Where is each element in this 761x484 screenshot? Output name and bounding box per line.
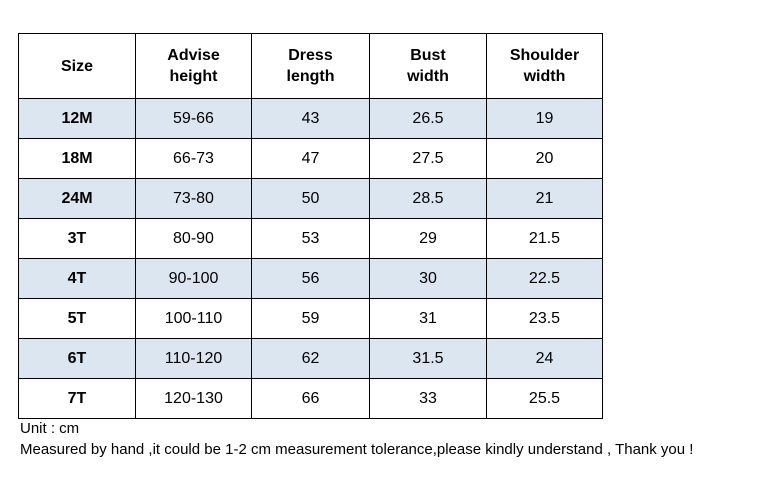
value-cell: 23.5: [486, 298, 603, 339]
header-cell: Size: [18, 33, 136, 99]
size-cell: 5T: [18, 298, 136, 339]
value-cell: 59: [251, 298, 370, 339]
size-cell: 3T: [18, 218, 136, 259]
value-cell: 33: [369, 378, 487, 419]
table-row: 3T 80-90 53 29 21.5: [18, 218, 603, 259]
value-cell: 110-120: [135, 338, 252, 379]
value-cell: 73-80: [135, 178, 252, 219]
value-cell: 80-90: [135, 218, 252, 259]
value-cell: 62: [251, 338, 370, 379]
value-cell: 28.5: [369, 178, 487, 219]
value-cell: 31: [369, 298, 487, 339]
value-cell: 100-110: [135, 298, 252, 339]
size-cell: 24M: [18, 178, 136, 219]
size-cell: 4T: [18, 258, 136, 299]
header-text: Size: [60, 57, 93, 75]
size-cell: 18M: [18, 138, 136, 179]
table-row: 4T 90-100 56 30 22.5: [18, 258, 603, 299]
value-cell: 20: [486, 138, 603, 179]
value-cell: 47: [251, 138, 370, 179]
value-cell: 50: [251, 178, 370, 219]
table-row: 24M 73-80 50 28.5 21: [18, 178, 603, 219]
table-row: 6T 110-120 62 31.5 24: [18, 338, 603, 379]
value-cell: 25.5: [486, 378, 603, 419]
table-row: 12M 59-66 43 26.5 19: [18, 98, 603, 139]
table-row: 18M 66-73 47 27.5 20: [18, 138, 603, 179]
value-cell: 21.5: [486, 218, 603, 259]
value-cell: 66-73: [135, 138, 252, 179]
value-cell: 21: [486, 178, 603, 219]
tolerance-note: Measured by hand ,it could be 1-2 cm mea…: [20, 441, 694, 458]
header-cell: Shoulder width: [486, 33, 603, 99]
value-cell: 26.5: [369, 98, 487, 139]
unit-note: Unit : cm: [20, 420, 80, 437]
value-cell: 31.5: [369, 338, 487, 379]
value-cell: 24: [486, 338, 603, 379]
value-cell: 90-100: [135, 258, 252, 299]
header-text: Advise height: [167, 47, 220, 85]
header-text: Dress length: [286, 47, 335, 85]
size-cell: 7T: [18, 378, 136, 419]
value-cell: 53: [251, 218, 370, 259]
table-row: 7T 120-130 66 33 25.5: [18, 378, 603, 419]
header-text: Bust width: [407, 47, 449, 85]
value-cell: 56: [251, 258, 370, 299]
value-cell: 22.5: [486, 258, 603, 299]
value-cell: 43: [251, 98, 370, 139]
size-table: Size Advise height Dress length Bust width S…: [18, 33, 603, 419]
size-cell: 12M: [18, 98, 136, 139]
table-body: 12M 59-66 43 26.5 19 18M 66-73 47 27.5 20 24M 73-80…: [18, 98, 603, 419]
header-cell: Dress length: [251, 33, 370, 99]
value-cell: 59-66: [135, 98, 252, 139]
value-cell: 19: [486, 98, 603, 139]
header-text: Shoulder width: [509, 47, 580, 85]
table-row: 5T 100-110 59 31 23.5: [18, 298, 603, 339]
header-cell: Advise height: [135, 33, 252, 99]
value-cell: 66: [251, 378, 370, 419]
header-cell: Bust width: [369, 33, 487, 99]
value-cell: 29: [369, 218, 487, 259]
value-cell: 120-130: [135, 378, 252, 419]
header-row: Size Advise height Dress length Bust width S…: [18, 33, 603, 99]
value-cell: 27.5: [369, 138, 487, 179]
value-cell: 30: [369, 258, 487, 299]
size-cell: 6T: [18, 338, 136, 379]
